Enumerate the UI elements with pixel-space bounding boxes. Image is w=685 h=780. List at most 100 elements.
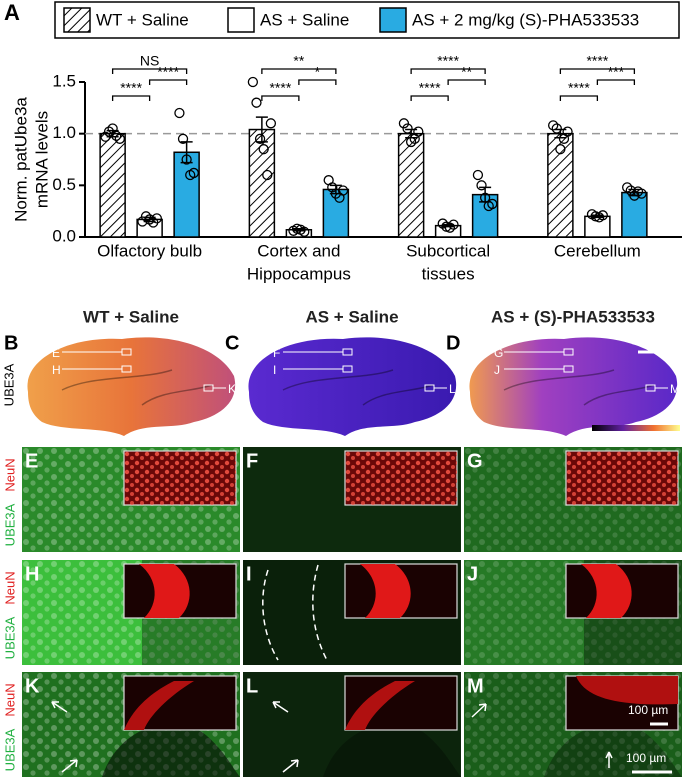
significance-bracket: [261, 68, 337, 74]
data-point: [548, 120, 559, 131]
significance-label: ****: [568, 80, 590, 96]
bar: [584, 215, 611, 238]
inset-cells: [566, 451, 678, 505]
significance-bracket: [410, 95, 449, 101]
y-axis-label: mRNA levels: [32, 111, 51, 208]
y-axis-label: Norm. patUbe3a: [11, 97, 30, 222]
neun-inset: [123, 450, 237, 506]
data-point: [444, 222, 456, 233]
brain-fold: [282, 369, 434, 406]
y-tick-label: 0.0: [52, 226, 76, 245]
dark-region: [544, 724, 682, 777]
brain-section: [27, 337, 236, 436]
significance-bracket: [111, 68, 188, 74]
panel-label: F: [246, 450, 258, 472]
inset-layer: [345, 681, 415, 730]
region-label: K: [228, 382, 236, 396]
significance-bracket: [410, 68, 486, 74]
neun-inset: [565, 450, 679, 506]
row-label: UBE3A: [2, 503, 17, 546]
scale-bar-label: 100 µm: [626, 751, 666, 765]
data-point: [100, 131, 111, 142]
data-point: [254, 133, 266, 144]
detail-panel: E: [22, 447, 240, 552]
column-header: AS + (S)-PHA533533: [491, 307, 655, 326]
color-scale: [592, 425, 680, 431]
data-point: [402, 123, 413, 134]
row-label: NeuN: [2, 683, 17, 716]
y-tick-label: 1.5: [52, 71, 76, 90]
data-point: [636, 188, 647, 199]
x-tick-label: Cortex and: [257, 241, 340, 260]
overview-panel: D GJ M: [446, 332, 680, 436]
significance-bracket: [148, 79, 188, 85]
data-point: [327, 182, 338, 193]
neun-inset: [565, 675, 679, 731]
significance-label: ****: [437, 53, 459, 69]
data-point: [258, 144, 269, 155]
significance-label: NS: [140, 53, 159, 69]
bar: [621, 191, 648, 238]
layer-outline: [262, 564, 329, 663]
bar: [547, 132, 574, 238]
error-bar: [591, 214, 604, 219]
data-point: [299, 226, 310, 237]
significance-bracket: [559, 95, 599, 101]
legend-swatch: [63, 7, 91, 33]
x-tick-label: Olfactory bulb: [97, 241, 202, 260]
error-bar: [442, 223, 455, 228]
data-point: [398, 118, 410, 129]
data-point: [555, 144, 566, 155]
significance-label: ***: [608, 64, 625, 80]
detail-panel: G: [464, 447, 682, 552]
region-label: I: [273, 363, 276, 377]
x-tick-label: tissues: [422, 264, 475, 283]
significance-label: *: [315, 64, 321, 80]
panel-label: B: [4, 332, 18, 354]
dark-region: [102, 724, 240, 777]
x-tick-label: Hippocampus: [247, 264, 351, 283]
x-tick-label: Cerebellum: [554, 241, 641, 260]
data-point: [472, 169, 484, 181]
row-label: UBE3A: [2, 728, 17, 771]
detail-panel: L: [243, 672, 461, 777]
x-tick-label: Subcortical: [406, 241, 490, 260]
row-label: UBE3A: [1, 363, 16, 406]
bar: [322, 188, 350, 238]
brain-fold: [61, 369, 213, 406]
panel-label: A: [4, 0, 20, 25]
significance-label: ****: [120, 80, 142, 96]
row-label: UBE3A: [2, 616, 17, 659]
data-point: [247, 76, 259, 88]
inset-layer: [360, 564, 411, 618]
bar: [99, 132, 126, 238]
region-label: G: [494, 346, 503, 360]
y-tick-label: 0.5: [52, 175, 76, 194]
legend-swatch: [379, 7, 407, 33]
data-point: [625, 185, 636, 196]
data-point: [337, 185, 349, 196]
data-point: [562, 126, 573, 137]
row-label: NeuN: [2, 458, 17, 491]
neun-inset: [565, 563, 679, 619]
data-point: [111, 130, 122, 141]
detail-panel: I: [243, 560, 461, 665]
significance-label: ****: [586, 53, 608, 69]
data-point: [405, 136, 417, 148]
region-label: M: [670, 382, 680, 396]
arrow: [51, 701, 78, 773]
data-point: [251, 97, 262, 108]
significance-bracket: [596, 79, 636, 85]
inset-layer: [124, 681, 194, 730]
overview-panel: C FI L: [225, 332, 457, 436]
panel-label: L: [246, 675, 258, 697]
significance-bracket: [111, 95, 151, 101]
detail-panel: H: [22, 560, 240, 665]
neun-inset: [123, 563, 237, 619]
scale-bar-label: 2 mm: [632, 332, 665, 347]
brain-section: [248, 337, 457, 436]
bar: [397, 132, 425, 238]
data-point: [177, 133, 189, 144]
data-point: [265, 118, 277, 129]
